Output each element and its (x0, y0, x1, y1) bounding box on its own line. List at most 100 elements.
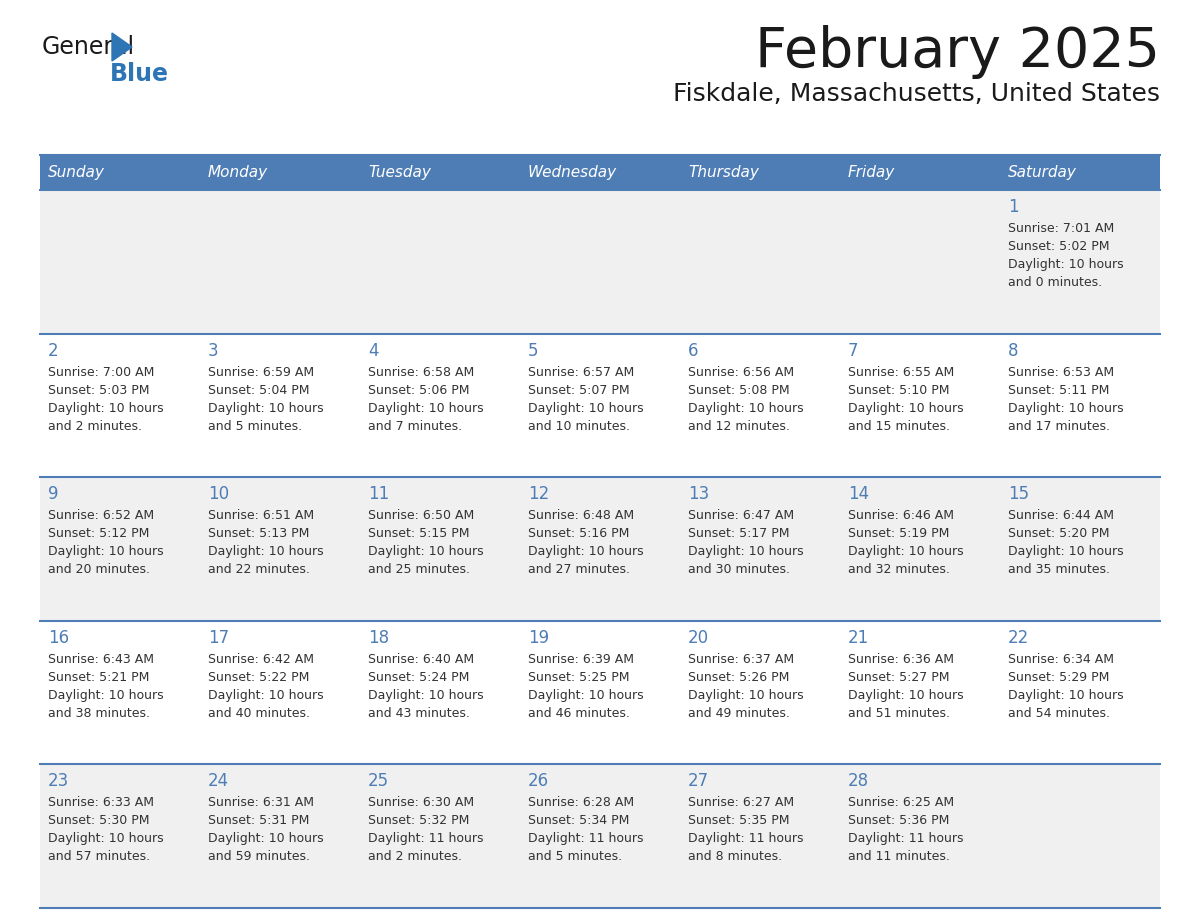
Text: Sunrise: 6:43 AM: Sunrise: 6:43 AM (48, 653, 154, 666)
Text: 23: 23 (48, 772, 69, 790)
Text: 15: 15 (1007, 486, 1029, 503)
Text: Daylight: 10 hours: Daylight: 10 hours (1007, 258, 1124, 271)
Text: Daylight: 10 hours: Daylight: 10 hours (848, 545, 963, 558)
Text: Fiskdale, Massachusetts, United States: Fiskdale, Massachusetts, United States (672, 82, 1159, 106)
Text: Daylight: 11 hours: Daylight: 11 hours (527, 833, 644, 845)
Text: Daylight: 10 hours: Daylight: 10 hours (208, 401, 323, 415)
Bar (40, 765, 200, 908)
Text: Sunrise: 6:50 AM: Sunrise: 6:50 AM (368, 509, 474, 522)
Text: Sunrise: 6:55 AM: Sunrise: 6:55 AM (848, 365, 954, 378)
Text: Sunrise: 6:42 AM: Sunrise: 6:42 AM (208, 653, 314, 666)
Text: Friday: Friday (848, 165, 896, 180)
Text: and 30 minutes.: and 30 minutes. (688, 564, 790, 577)
Text: 12: 12 (527, 486, 549, 503)
Bar (360, 765, 520, 908)
Bar (360, 621, 520, 765)
Text: Sunset: 5:10 PM: Sunset: 5:10 PM (848, 384, 949, 397)
Text: Daylight: 10 hours: Daylight: 10 hours (688, 401, 803, 415)
Text: and 2 minutes.: and 2 minutes. (48, 420, 143, 432)
Text: Daylight: 10 hours: Daylight: 10 hours (48, 688, 164, 701)
Text: Sunrise: 6:31 AM: Sunrise: 6:31 AM (208, 797, 314, 810)
Text: Sunrise: 6:58 AM: Sunrise: 6:58 AM (368, 365, 474, 378)
Text: Daylight: 10 hours: Daylight: 10 hours (688, 545, 803, 558)
Text: 21: 21 (848, 629, 870, 647)
Text: Sunset: 5:12 PM: Sunset: 5:12 PM (48, 527, 150, 540)
Text: Sunset: 5:24 PM: Sunset: 5:24 PM (368, 671, 469, 684)
Text: Sunrise: 7:00 AM: Sunrise: 7:00 AM (48, 365, 154, 378)
Text: 22: 22 (1007, 629, 1029, 647)
Text: Sunrise: 6:34 AM: Sunrise: 6:34 AM (1007, 653, 1114, 666)
Text: February 2025: February 2025 (756, 25, 1159, 79)
Text: 19: 19 (527, 629, 549, 647)
Text: Sunrise: 6:51 AM: Sunrise: 6:51 AM (208, 509, 314, 522)
Text: Daylight: 10 hours: Daylight: 10 hours (527, 401, 644, 415)
Text: 5: 5 (527, 341, 538, 360)
Text: 1: 1 (1007, 198, 1018, 216)
Text: Daylight: 10 hours: Daylight: 10 hours (1007, 688, 1124, 701)
Text: Sunrise: 6:36 AM: Sunrise: 6:36 AM (848, 653, 954, 666)
Text: Saturday: Saturday (1007, 165, 1076, 180)
Text: Daylight: 10 hours: Daylight: 10 hours (368, 401, 484, 415)
Text: Daylight: 10 hours: Daylight: 10 hours (48, 401, 164, 415)
Bar (360, 477, 520, 621)
Bar (520, 155, 680, 190)
Text: and 27 minutes.: and 27 minutes. (527, 564, 630, 577)
Text: Sunset: 5:13 PM: Sunset: 5:13 PM (208, 527, 309, 540)
Bar (680, 621, 840, 765)
Text: and 25 minutes.: and 25 minutes. (368, 564, 470, 577)
Text: 26: 26 (527, 772, 549, 790)
Text: Daylight: 10 hours: Daylight: 10 hours (48, 833, 164, 845)
Bar (520, 333, 680, 477)
Text: and 57 minutes.: and 57 minutes. (48, 850, 150, 864)
Text: 24: 24 (208, 772, 229, 790)
Bar (680, 190, 840, 333)
Text: and 59 minutes.: and 59 minutes. (208, 850, 310, 864)
Text: and 5 minutes.: and 5 minutes. (208, 420, 302, 432)
Bar (40, 155, 200, 190)
Text: 14: 14 (848, 486, 870, 503)
Bar (520, 190, 680, 333)
Bar (840, 155, 1000, 190)
Bar (1000, 477, 1159, 621)
Bar (200, 765, 360, 908)
Text: and 17 minutes.: and 17 minutes. (1007, 420, 1110, 432)
Text: Sunset: 5:22 PM: Sunset: 5:22 PM (208, 671, 309, 684)
Text: and 46 minutes.: and 46 minutes. (527, 707, 630, 720)
Text: 16: 16 (48, 629, 69, 647)
Text: General: General (42, 35, 135, 59)
Bar (1000, 621, 1159, 765)
Bar (1000, 333, 1159, 477)
Bar (1000, 155, 1159, 190)
Bar (680, 333, 840, 477)
Text: Sunrise: 6:33 AM: Sunrise: 6:33 AM (48, 797, 154, 810)
Text: Wednesday: Wednesday (527, 165, 617, 180)
Bar (200, 333, 360, 477)
Text: Sunset: 5:25 PM: Sunset: 5:25 PM (527, 671, 630, 684)
Text: Sunset: 5:07 PM: Sunset: 5:07 PM (527, 384, 630, 397)
Text: 10: 10 (208, 486, 229, 503)
Text: Daylight: 10 hours: Daylight: 10 hours (368, 688, 484, 701)
Text: 27: 27 (688, 772, 709, 790)
Text: Sunrise: 6:28 AM: Sunrise: 6:28 AM (527, 797, 634, 810)
Text: and 54 minutes.: and 54 minutes. (1007, 707, 1110, 720)
Text: 20: 20 (688, 629, 709, 647)
Text: and 49 minutes.: and 49 minutes. (688, 707, 790, 720)
Text: 28: 28 (848, 772, 870, 790)
Text: and 2 minutes.: and 2 minutes. (368, 850, 462, 864)
Bar (840, 621, 1000, 765)
Bar (680, 765, 840, 908)
Text: Thursday: Thursday (688, 165, 759, 180)
Text: Sunrise: 6:44 AM: Sunrise: 6:44 AM (1007, 509, 1114, 522)
Text: and 20 minutes.: and 20 minutes. (48, 564, 150, 577)
Text: Sunrise: 6:56 AM: Sunrise: 6:56 AM (688, 365, 794, 378)
Text: Sunset: 5:27 PM: Sunset: 5:27 PM (848, 671, 949, 684)
Text: Daylight: 11 hours: Daylight: 11 hours (688, 833, 803, 845)
Text: Daylight: 10 hours: Daylight: 10 hours (688, 688, 803, 701)
Text: Sunrise: 6:27 AM: Sunrise: 6:27 AM (688, 797, 794, 810)
Text: 6: 6 (688, 341, 699, 360)
Text: Sunrise: 6:39 AM: Sunrise: 6:39 AM (527, 653, 634, 666)
Bar (200, 190, 360, 333)
Text: Sunset: 5:17 PM: Sunset: 5:17 PM (688, 527, 790, 540)
Text: Sunset: 5:19 PM: Sunset: 5:19 PM (848, 527, 949, 540)
Text: 13: 13 (688, 486, 709, 503)
